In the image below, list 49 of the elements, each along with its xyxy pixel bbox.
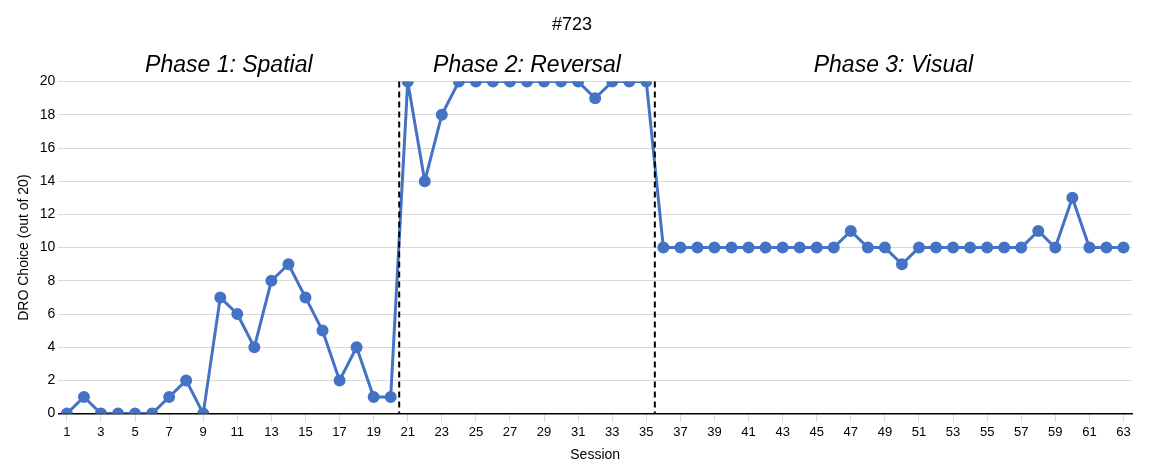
x-tick-label: 3	[97, 423, 105, 439]
x-tick-label: 19	[366, 423, 381, 439]
x-tick-label: 49	[877, 423, 893, 439]
text: Phase 1: Spatial	[145, 51, 314, 78]
x-tick-label: 31	[570, 423, 586, 439]
x-tick-label: 23	[434, 423, 450, 439]
x-tick-label: 1	[63, 423, 71, 439]
x-tick-label: 27	[502, 423, 518, 439]
x-tick-label: 25	[468, 423, 484, 439]
x-tick-label: 33	[604, 423, 620, 439]
y-tick-label: 14	[39, 172, 56, 189]
x-tick-label: 43	[775, 423, 790, 439]
x-tick-label: 53	[945, 423, 961, 439]
text: Phase 3: Visual	[813, 51, 975, 78]
x-tick-label: 39	[707, 423, 722, 439]
x-tick-label: 55	[979, 423, 995, 439]
text: Phase 2: Reversal	[433, 51, 622, 78]
x-tick-label: 29	[536, 423, 552, 439]
x-tick-label: 13	[264, 423, 279, 439]
x-tick-label: 51	[911, 423, 927, 439]
x-tick-label: 35	[639, 423, 654, 439]
x-tick-label: 7	[165, 423, 173, 439]
x-tick-label: 15	[298, 423, 313, 439]
x-tick-label: 61	[1082, 423, 1097, 439]
y-tick-label: 4	[47, 338, 56, 355]
y-tick-label: 16	[39, 138, 56, 155]
chart-title: #723	[551, 13, 593, 34]
x-tick-label: 57	[1013, 423, 1029, 439]
x-tick-label: 5	[131, 423, 139, 439]
y-tick-label: 20	[39, 72, 56, 89]
y-tick-label: 2	[47, 371, 56, 388]
x-tick-label: 17	[332, 423, 347, 439]
x-tick-label: 41	[741, 423, 756, 439]
y-tick-label: 12	[39, 205, 56, 222]
x-tick-label: 37	[673, 423, 688, 439]
y-tick-label: 18	[39, 105, 56, 122]
x-tick-label: 47	[843, 423, 859, 439]
x-tick-label: 11	[230, 423, 245, 439]
x-axis-title: Session	[570, 446, 621, 463]
y-axis-title: DRO Choice (out of 20)	[15, 174, 32, 321]
x-tick-label: 9	[199, 423, 207, 439]
y-tick-label: 10	[39, 238, 56, 255]
x-tick-label: 21	[400, 423, 415, 439]
x-tick-label: 63	[1116, 423, 1131, 439]
x-tick-label: 59	[1048, 423, 1063, 439]
y-tick-label: 6	[47, 304, 56, 321]
y-tick-label: 8	[47, 271, 56, 288]
y-tick-label: 0	[47, 404, 56, 421]
x-tick-label: 45	[809, 423, 824, 439]
